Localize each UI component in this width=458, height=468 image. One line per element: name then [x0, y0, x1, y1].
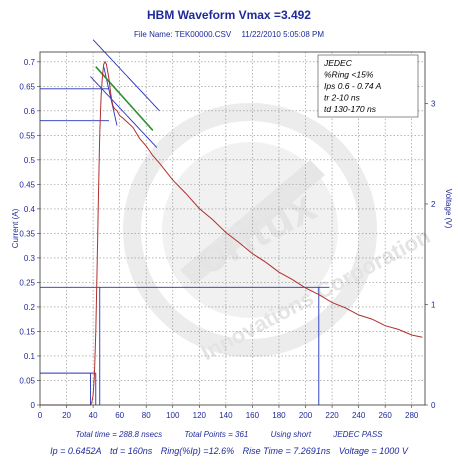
total-points: Total Points = 361 — [184, 430, 249, 439]
y-tick-label: 0.1 — [24, 352, 36, 361]
y2-axis-label: Voltage (V) — [444, 189, 453, 229]
x-tick-label: 120 — [193, 411, 207, 420]
x-tick-label: 160 — [246, 411, 260, 420]
envelope-cross-line — [103, 66, 118, 126]
y2-tick-label: 1 — [431, 300, 436, 309]
y-tick-label: 0.45 — [19, 180, 35, 189]
ip-value: Ip = 0.6452A — [50, 446, 102, 456]
reference-lines — [40, 39, 330, 405]
jedec-line: tr 2-10 ns — [324, 93, 361, 103]
waveform-series — [40, 60, 423, 406]
jedec-line: Ips 0.6 - 0.74 A — [324, 81, 382, 91]
y-tick-label: 0.3 — [24, 254, 36, 263]
x-tick-label: 220 — [325, 411, 339, 420]
y2-tick-label: 2 — [431, 200, 436, 209]
chart-grid — [40, 52, 425, 405]
y-tick-label: 0.7 — [24, 58, 36, 67]
y-tick-label: 0.15 — [19, 327, 35, 336]
fit-line — [95, 66, 154, 131]
file-datetime: 11/22/2010 5:05:08 PM — [241, 30, 325, 39]
td-value: td = 160ns — [109, 446, 153, 456]
watermark-ring — [123, 103, 377, 357]
plot-frame — [39, 51, 426, 406]
total-time: Total time = 288.8 nsecs — [75, 430, 163, 439]
chart-title: HBM Waveform Vmax =3.492 — [147, 8, 311, 22]
x-tick-label: 60 — [115, 411, 124, 420]
x-tick-label: 260 — [378, 411, 392, 420]
y2-tick-label: 3 — [431, 99, 436, 108]
voltage-value: Voltage = 1000 V — [338, 446, 408, 456]
jedec-status: JEDEC PASS — [333, 430, 383, 439]
y-tick-label: 0.5 — [24, 156, 36, 165]
y-tick-label: 0.35 — [19, 229, 35, 238]
footer-measurements: Ip = 0.6452A td = 160ns Ring(%Ip) =12.6%… — [0, 446, 458, 456]
x-tick-label: 0 — [38, 411, 43, 420]
y-tick-label: 0.6 — [24, 107, 36, 116]
using-short: Using short — [270, 430, 312, 439]
ring-value: Ring(%Ip) =12.6% — [160, 446, 235, 456]
y-tick-label: 0.05 — [19, 376, 35, 385]
jedec-line: %Ring <15% — [324, 70, 374, 80]
x-tick-label: 180 — [272, 411, 286, 420]
x-tick-label: 280 — [405, 411, 419, 420]
y-tick-label: 0.2 — [24, 303, 36, 312]
footer-summary: Total time = 288.8 nsecs Total Points = … — [0, 430, 458, 439]
x-tick-label: 240 — [352, 411, 366, 420]
x-tick-label: 20 — [62, 411, 71, 420]
envelope-upper-line — [92, 39, 160, 112]
y-tick-label: 0.4 — [24, 205, 36, 214]
jedec-line: JEDEC — [323, 58, 353, 68]
x-tick-label: 40 — [89, 411, 98, 420]
watermark-stripe — [180, 160, 325, 285]
jedec-line: td 130-170 ns — [324, 104, 377, 114]
y-axis-label: Current (A) — [11, 208, 20, 248]
chart-axes: 0 20 40 60 80 100 120 140 160 180 200 220 240 260 2800… — [11, 51, 453, 420]
x-tick-label: 140 — [219, 411, 233, 420]
peak-fit-lines — [95, 66, 154, 131]
y2-tick-label: 0 — [431, 401, 436, 410]
file-info: File Name: TEK00000.CSV 11/22/2010 5:05:… — [0, 30, 458, 39]
y-tick-label: 0.65 — [19, 82, 35, 91]
y-tick-label: 0.25 — [19, 278, 35, 287]
x-tick-label: 80 — [142, 411, 151, 420]
file-name: File Name: TEK00000.CSV — [133, 30, 232, 39]
jedec-box-frame — [317, 54, 419, 118]
waveform-line — [40, 60, 423, 406]
y-tick-label: 0 — [31, 401, 36, 410]
y-tick-label: 0.55 — [19, 131, 35, 140]
x-tick-label: 100 — [166, 411, 180, 420]
jedec-spec-box: JEDEC %Ring <15%Ips 0.6 - 0.74 A tr 2-10 n… — [317, 54, 419, 118]
rise-time-value: Rise Time = 7.2691ns — [242, 446, 331, 456]
x-tick-label: 200 — [299, 411, 313, 420]
